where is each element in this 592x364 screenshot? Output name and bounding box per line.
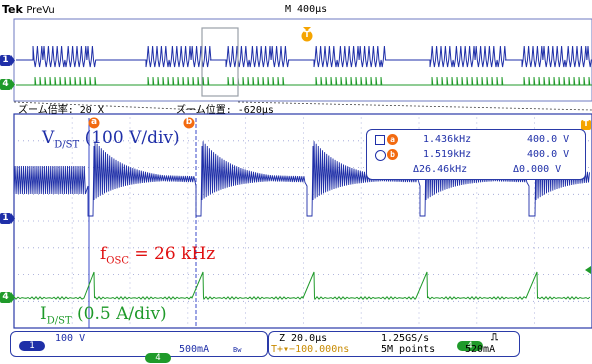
cursor-readout-panel[interactable]: a 1.436kHz 400.0 V b 1.519kHz 400.0 V Δ2…: [366, 129, 586, 180]
cursor-b-frequency: 1.519kHz: [423, 149, 472, 160]
ch4-current-trace: [13, 271, 591, 301]
zoom-factor-value: 20 X: [79, 105, 104, 116]
sample-rate: 1.25GS/s: [381, 333, 430, 344]
delta-voltage: Δ0.000 V: [513, 164, 562, 175]
fosc-symbol: f: [100, 244, 107, 264]
zoom-factor: ズーム倍率: 20 X: [18, 101, 104, 116]
overview-ch4-path: [16, 76, 592, 86]
record-length: 5M points: [381, 344, 436, 355]
cursor-a-row: a 1.436kHz 400.0 V: [367, 134, 585, 146]
cursor-b-letter: b: [185, 117, 193, 127]
zoom-window[interactable]: [201, 27, 239, 97]
mode-label: PreVu: [26, 5, 55, 16]
idst-scale: (0.5 A/div): [77, 304, 167, 324]
ch4-marker[interactable]: [0, 292, 15, 303]
trigger-marker-main[interactable]: [581, 120, 591, 130]
idst-annotation: ID/ST (0.5 A/div): [40, 304, 167, 326]
trigger-delay: T+▾−100.000ns: [271, 344, 350, 355]
ch1-marker-overview[interactable]: [0, 55, 15, 66]
trigger-level-arrow[interactable]: [585, 266, 591, 274]
overview-ch4-trace: [16, 76, 592, 86]
ch1-setting: 1: [19, 333, 45, 352]
vdst-scale: (100 V/div): [84, 128, 180, 148]
cursor-b-voltage: 400.0 V: [527, 149, 570, 160]
trigger-main-letter: T: [583, 119, 589, 128]
zoom-guide-left: [13, 101, 203, 111]
ch4-scale: 500mA: [179, 344, 210, 355]
vdst-subscript: D/ST: [54, 139, 80, 151]
cursor-a-frequency: 1.436kHz: [423, 134, 472, 145]
idst-symbol: I: [40, 304, 47, 324]
idst-subscript: D/ST: [46, 315, 72, 327]
trigger-position-marker[interactable]: [301, 27, 313, 42]
delta-frequency: Δ26.46kHz: [413, 164, 468, 175]
cursor-delta-row: Δ26.46kHz Δ0.000 V: [367, 164, 585, 176]
status-bar: 1 100 V 4 500mA Bw Z 20.0µs T+▾−100.000n…: [10, 331, 590, 363]
ch1-overview-number: 1: [2, 55, 9, 65]
trigger-level: 520mA: [465, 344, 496, 355]
ch1-number: 1: [2, 213, 9, 223]
ch1-scale: 100 V: [55, 333, 86, 344]
cursor-a-badge: a: [387, 134, 398, 145]
ch4-overview-number: 4: [2, 79, 9, 89]
overview-ch1-trace: [16, 45, 592, 68]
scope-header: Tek PreVu: [2, 3, 55, 16]
trigger-source-badge: 4: [457, 341, 483, 351]
ch4-setting: 4: [145, 345, 171, 364]
ch4-marker-overview[interactable]: [0, 79, 15, 90]
vdst-annotation: VD/ST (100 V/div): [42, 128, 180, 150]
ch1-marker[interactable]: [0, 213, 15, 224]
circle-icon: [375, 150, 386, 161]
trigger-letter: T: [304, 30, 310, 39]
cursor-b-row: b 1.519kHz 400.0 V: [367, 149, 585, 161]
fosc-value: = 26 kHz: [134, 244, 216, 264]
cursor-b-badge: b: [387, 149, 398, 160]
vertical-settings-panel[interactable]: 1 100 V 4 500mA Bw: [10, 331, 268, 363]
zoom-factor-label: ズーム倍率:: [18, 105, 74, 116]
cursor-a-voltage: 400.0 V: [527, 134, 570, 145]
fosc-annotation: fOSC = 26 kHz: [100, 244, 215, 266]
zoom-position-value: -620µs: [237, 105, 274, 116]
trigger-slope-icon: ⎍: [491, 332, 498, 343]
trigger-source: 4: [457, 333, 483, 352]
brand-logo: Tek: [2, 3, 23, 16]
ch4-badge: 4: [145, 353, 171, 363]
overview-ch1-path: [16, 45, 592, 68]
ch1-badge: 1: [19, 341, 45, 351]
ch4-main-path: [13, 271, 591, 301]
horizontal-settings-panel[interactable]: Z 20.0µs T+▾−100.000ns 1.25GS/s 5M point…: [268, 331, 520, 357]
square-icon: [375, 135, 385, 145]
cursor-a-letter: a: [90, 117, 98, 127]
timebase-label: M 400µs: [285, 4, 328, 15]
fosc-subscript: OSC: [106, 255, 129, 267]
zoom-guide-right: [237, 101, 592, 111]
cursor-b-marker[interactable]: [183, 117, 195, 129]
zoom-horizontal-scale: Z 20.0µs: [279, 333, 328, 344]
vdst-symbol: V: [42, 128, 55, 148]
zoom-position-label: ズーム位置:: [176, 105, 232, 116]
ch4-bandwidth-icon: Bw: [233, 346, 242, 354]
zoom-position: ズーム位置: -620µs: [176, 101, 274, 116]
cursor-a-marker[interactable]: [88, 117, 100, 129]
ch4-number: 4: [2, 292, 9, 302]
